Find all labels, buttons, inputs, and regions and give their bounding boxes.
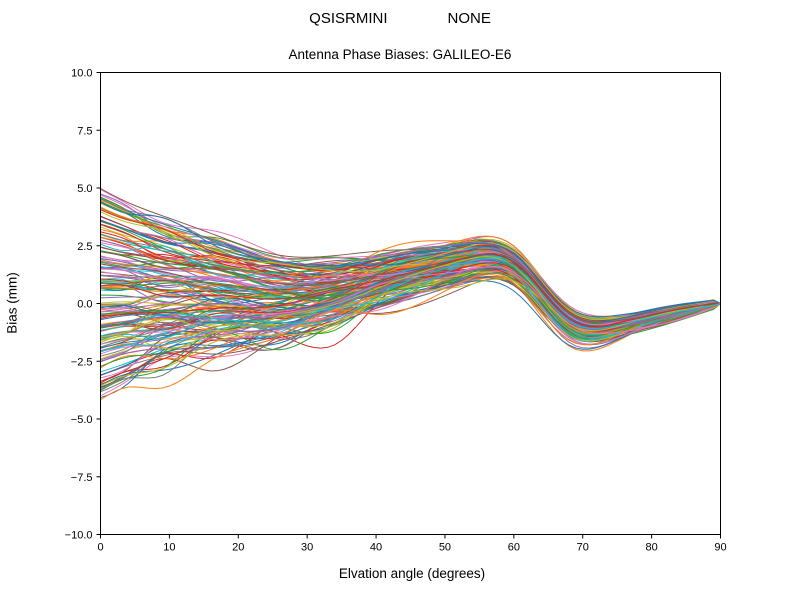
svg-text:2.5: 2.5 bbox=[77, 241, 92, 253]
svg-text:80: 80 bbox=[645, 542, 657, 554]
svg-text:−2.5: −2.5 bbox=[71, 356, 93, 368]
svg-text:50: 50 bbox=[439, 542, 451, 554]
svg-text:60: 60 bbox=[508, 542, 520, 554]
svg-text:−5.0: −5.0 bbox=[71, 414, 93, 426]
svg-text:70: 70 bbox=[577, 542, 589, 554]
svg-text:−7.5: −7.5 bbox=[71, 472, 93, 484]
svg-text:7.5: 7.5 bbox=[77, 125, 92, 137]
svg-text:20: 20 bbox=[232, 542, 244, 554]
svg-text:0: 0 bbox=[97, 542, 103, 554]
svg-text:40: 40 bbox=[370, 542, 382, 554]
svg-text:5.0: 5.0 bbox=[77, 183, 92, 195]
svg-text:30: 30 bbox=[301, 542, 313, 554]
svg-text:0.0: 0.0 bbox=[77, 299, 92, 311]
svg-text:−10.0: −10.0 bbox=[65, 530, 93, 542]
svg-text:10.0: 10.0 bbox=[71, 68, 92, 80]
svg-text:10: 10 bbox=[163, 542, 175, 554]
svg-text:90: 90 bbox=[714, 542, 726, 554]
